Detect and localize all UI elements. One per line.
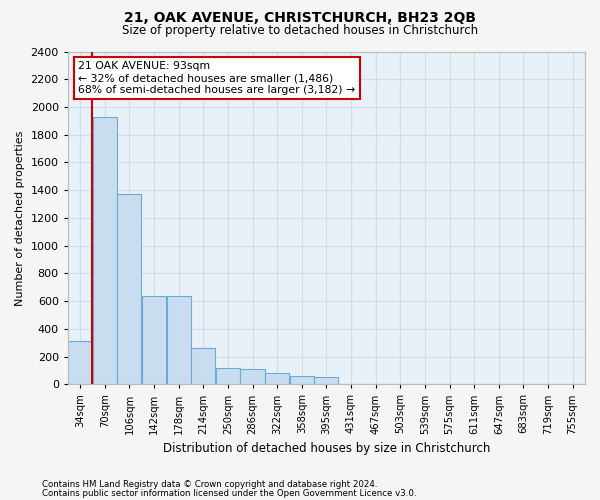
Bar	[265, 373, 289, 384]
Text: Contains HM Land Registry data © Crown copyright and database right 2024.: Contains HM Land Registry data © Crown c…	[42, 480, 377, 489]
Bar	[142, 296, 166, 384]
Text: 21, OAK AVENUE, CHRISTCHURCH, BH23 2QB: 21, OAK AVENUE, CHRISTCHURCH, BH23 2QB	[124, 11, 476, 25]
Bar	[290, 376, 314, 384]
Bar	[93, 116, 117, 384]
Bar	[68, 342, 92, 384]
Text: Size of property relative to detached houses in Christchurch: Size of property relative to detached ho…	[122, 24, 478, 37]
Text: 21 OAK AVENUE: 93sqm
← 32% of detached houses are smaller (1,486)
68% of semi-de: 21 OAK AVENUE: 93sqm ← 32% of detached h…	[78, 62, 355, 94]
Bar	[241, 369, 265, 384]
Bar	[191, 348, 215, 385]
Bar	[118, 194, 142, 384]
Bar	[314, 376, 338, 384]
X-axis label: Distribution of detached houses by size in Christchurch: Distribution of detached houses by size …	[163, 442, 490, 455]
Bar	[167, 296, 191, 384]
Text: Contains public sector information licensed under the Open Government Licence v3: Contains public sector information licen…	[42, 488, 416, 498]
Y-axis label: Number of detached properties: Number of detached properties	[15, 130, 25, 306]
Bar	[216, 368, 240, 384]
